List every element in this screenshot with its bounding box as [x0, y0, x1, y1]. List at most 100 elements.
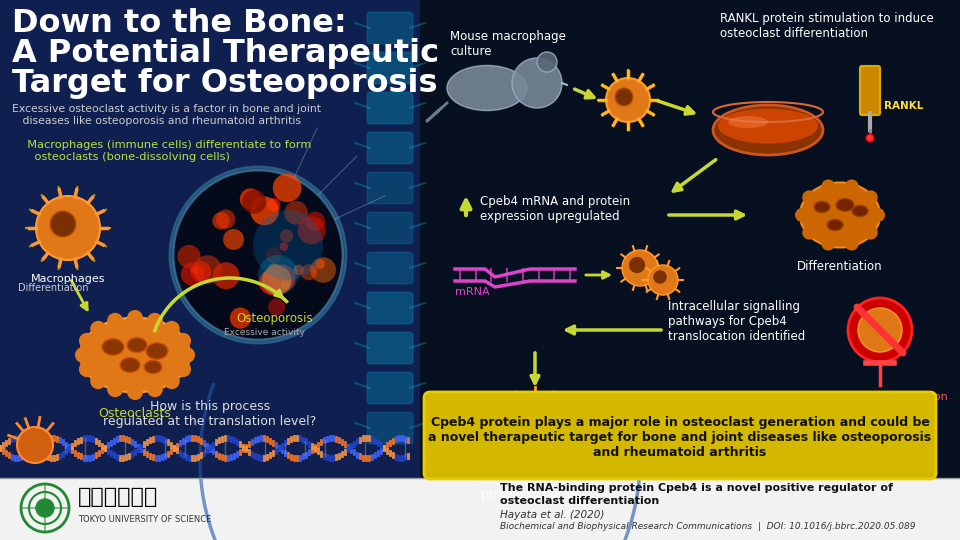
Circle shape: [653, 270, 667, 284]
Circle shape: [251, 197, 278, 225]
Circle shape: [147, 381, 163, 397]
Ellipse shape: [800, 183, 880, 247]
Text: Translocation of Cpeb4
protein to nucleus: Translocation of Cpeb4 protein to nucleu…: [468, 473, 603, 501]
Circle shape: [127, 384, 143, 400]
Circle shape: [803, 191, 816, 204]
Circle shape: [262, 266, 292, 295]
Circle shape: [147, 313, 163, 329]
Circle shape: [300, 264, 317, 280]
Text: TOKYO UNIVERSITY OF SCIENCE: TOKYO UNIVERSITY OF SCIENCE: [78, 515, 211, 524]
Circle shape: [845, 237, 859, 251]
Circle shape: [606, 78, 650, 122]
Text: Differentiation: Differentiation: [18, 283, 88, 293]
Text: Biochemical and Biophysical Research Communications  |  DOI: 10.1016/j.bbrc.2020: Biochemical and Biophysical Research Com…: [500, 522, 916, 531]
Circle shape: [845, 179, 859, 193]
Text: Hayata et al. (2020): Hayata et al. (2020): [500, 510, 605, 520]
Ellipse shape: [447, 65, 527, 111]
Text: osteoclast differentiation: osteoclast differentiation: [500, 496, 660, 506]
Circle shape: [522, 412, 548, 438]
Circle shape: [273, 173, 301, 202]
Circle shape: [127, 310, 143, 326]
Circle shape: [175, 361, 191, 377]
Circle shape: [36, 196, 100, 260]
Ellipse shape: [827, 219, 843, 231]
Text: A Potential Therapeutic: A Potential Therapeutic: [12, 38, 439, 69]
Circle shape: [268, 299, 285, 315]
Circle shape: [615, 88, 633, 106]
Circle shape: [866, 134, 874, 142]
Circle shape: [267, 198, 280, 211]
FancyBboxPatch shape: [367, 132, 413, 164]
Circle shape: [259, 269, 285, 295]
Text: 東京理科大学: 東京理科大学: [78, 487, 158, 507]
Circle shape: [193, 255, 222, 284]
Text: Macrophages: Macrophages: [31, 274, 106, 284]
Ellipse shape: [728, 116, 768, 128]
FancyBboxPatch shape: [860, 66, 880, 115]
Circle shape: [108, 381, 123, 397]
FancyBboxPatch shape: [367, 92, 413, 124]
Circle shape: [229, 308, 251, 329]
Circle shape: [629, 257, 645, 273]
Circle shape: [294, 265, 304, 275]
FancyBboxPatch shape: [367, 252, 413, 284]
Circle shape: [864, 226, 877, 240]
Circle shape: [79, 361, 95, 377]
Circle shape: [223, 229, 244, 250]
Circle shape: [622, 250, 658, 286]
Circle shape: [190, 261, 211, 282]
Circle shape: [305, 212, 325, 231]
Bar: [420, 0, 960, 478]
Text: Cpeb4 mRNA and protein
expression upregulated: Cpeb4 mRNA and protein expression upregu…: [480, 195, 630, 223]
Ellipse shape: [814, 201, 830, 213]
Ellipse shape: [713, 105, 823, 155]
Circle shape: [164, 321, 180, 337]
Circle shape: [180, 262, 204, 286]
Text: Osteoclasts: Osteoclasts: [99, 407, 172, 420]
Text: RANKL: RANKL: [884, 101, 924, 111]
Circle shape: [175, 333, 191, 349]
Text: Cpeb4 protein plays a major role in osteoclast generation and could be
a novel t: Cpeb4 protein plays a major role in oste…: [428, 416, 931, 459]
Circle shape: [803, 226, 816, 240]
FancyBboxPatch shape: [367, 12, 413, 44]
Circle shape: [648, 265, 678, 295]
Circle shape: [212, 262, 240, 289]
FancyBboxPatch shape: [367, 52, 413, 84]
Text: Down to the Bone:: Down to the Bone:: [12, 8, 347, 39]
Text: Mouse macrophage
culture: Mouse macrophage culture: [450, 30, 565, 58]
Circle shape: [310, 257, 336, 283]
Circle shape: [268, 265, 296, 292]
Circle shape: [858, 308, 902, 352]
Circle shape: [50, 211, 76, 237]
Circle shape: [179, 347, 195, 363]
Circle shape: [279, 229, 293, 242]
Circle shape: [537, 52, 557, 72]
Text: Target for Osteoporosis: Target for Osteoporosis: [12, 68, 438, 99]
Circle shape: [309, 264, 318, 273]
Circle shape: [242, 190, 266, 214]
Text: Intracellular signalling
pathways for Cpeb4
translocation identified: Intracellular signalling pathways for Cp…: [668, 300, 805, 343]
Circle shape: [90, 321, 107, 337]
Circle shape: [75, 347, 91, 363]
Ellipse shape: [120, 357, 140, 373]
Ellipse shape: [102, 339, 124, 355]
FancyBboxPatch shape: [367, 372, 413, 404]
Text: The RNA-binding protein Cpeb4 is a novel positive regulator of: The RNA-binding protein Cpeb4 is a novel…: [500, 483, 893, 493]
Circle shape: [298, 217, 325, 245]
Circle shape: [821, 179, 835, 193]
Circle shape: [864, 191, 877, 204]
Ellipse shape: [852, 205, 868, 217]
Circle shape: [216, 210, 235, 229]
Ellipse shape: [144, 360, 162, 374]
Circle shape: [848, 298, 912, 362]
Circle shape: [173, 170, 343, 340]
Circle shape: [164, 373, 180, 389]
Circle shape: [178, 245, 201, 268]
Circle shape: [795, 208, 809, 222]
Circle shape: [79, 333, 95, 349]
Text: Cpeb4 protein depletion
prevents osteoclast
differentiation: Cpeb4 protein depletion prevents osteocl…: [812, 392, 948, 425]
Text: Macrophages (immune cells) differentiate to form
    osteoclasts (bone-dissolvin: Macrophages (immune cells) differentiate…: [20, 140, 311, 161]
Ellipse shape: [127, 338, 147, 353]
FancyBboxPatch shape: [367, 292, 413, 324]
Circle shape: [190, 266, 199, 274]
